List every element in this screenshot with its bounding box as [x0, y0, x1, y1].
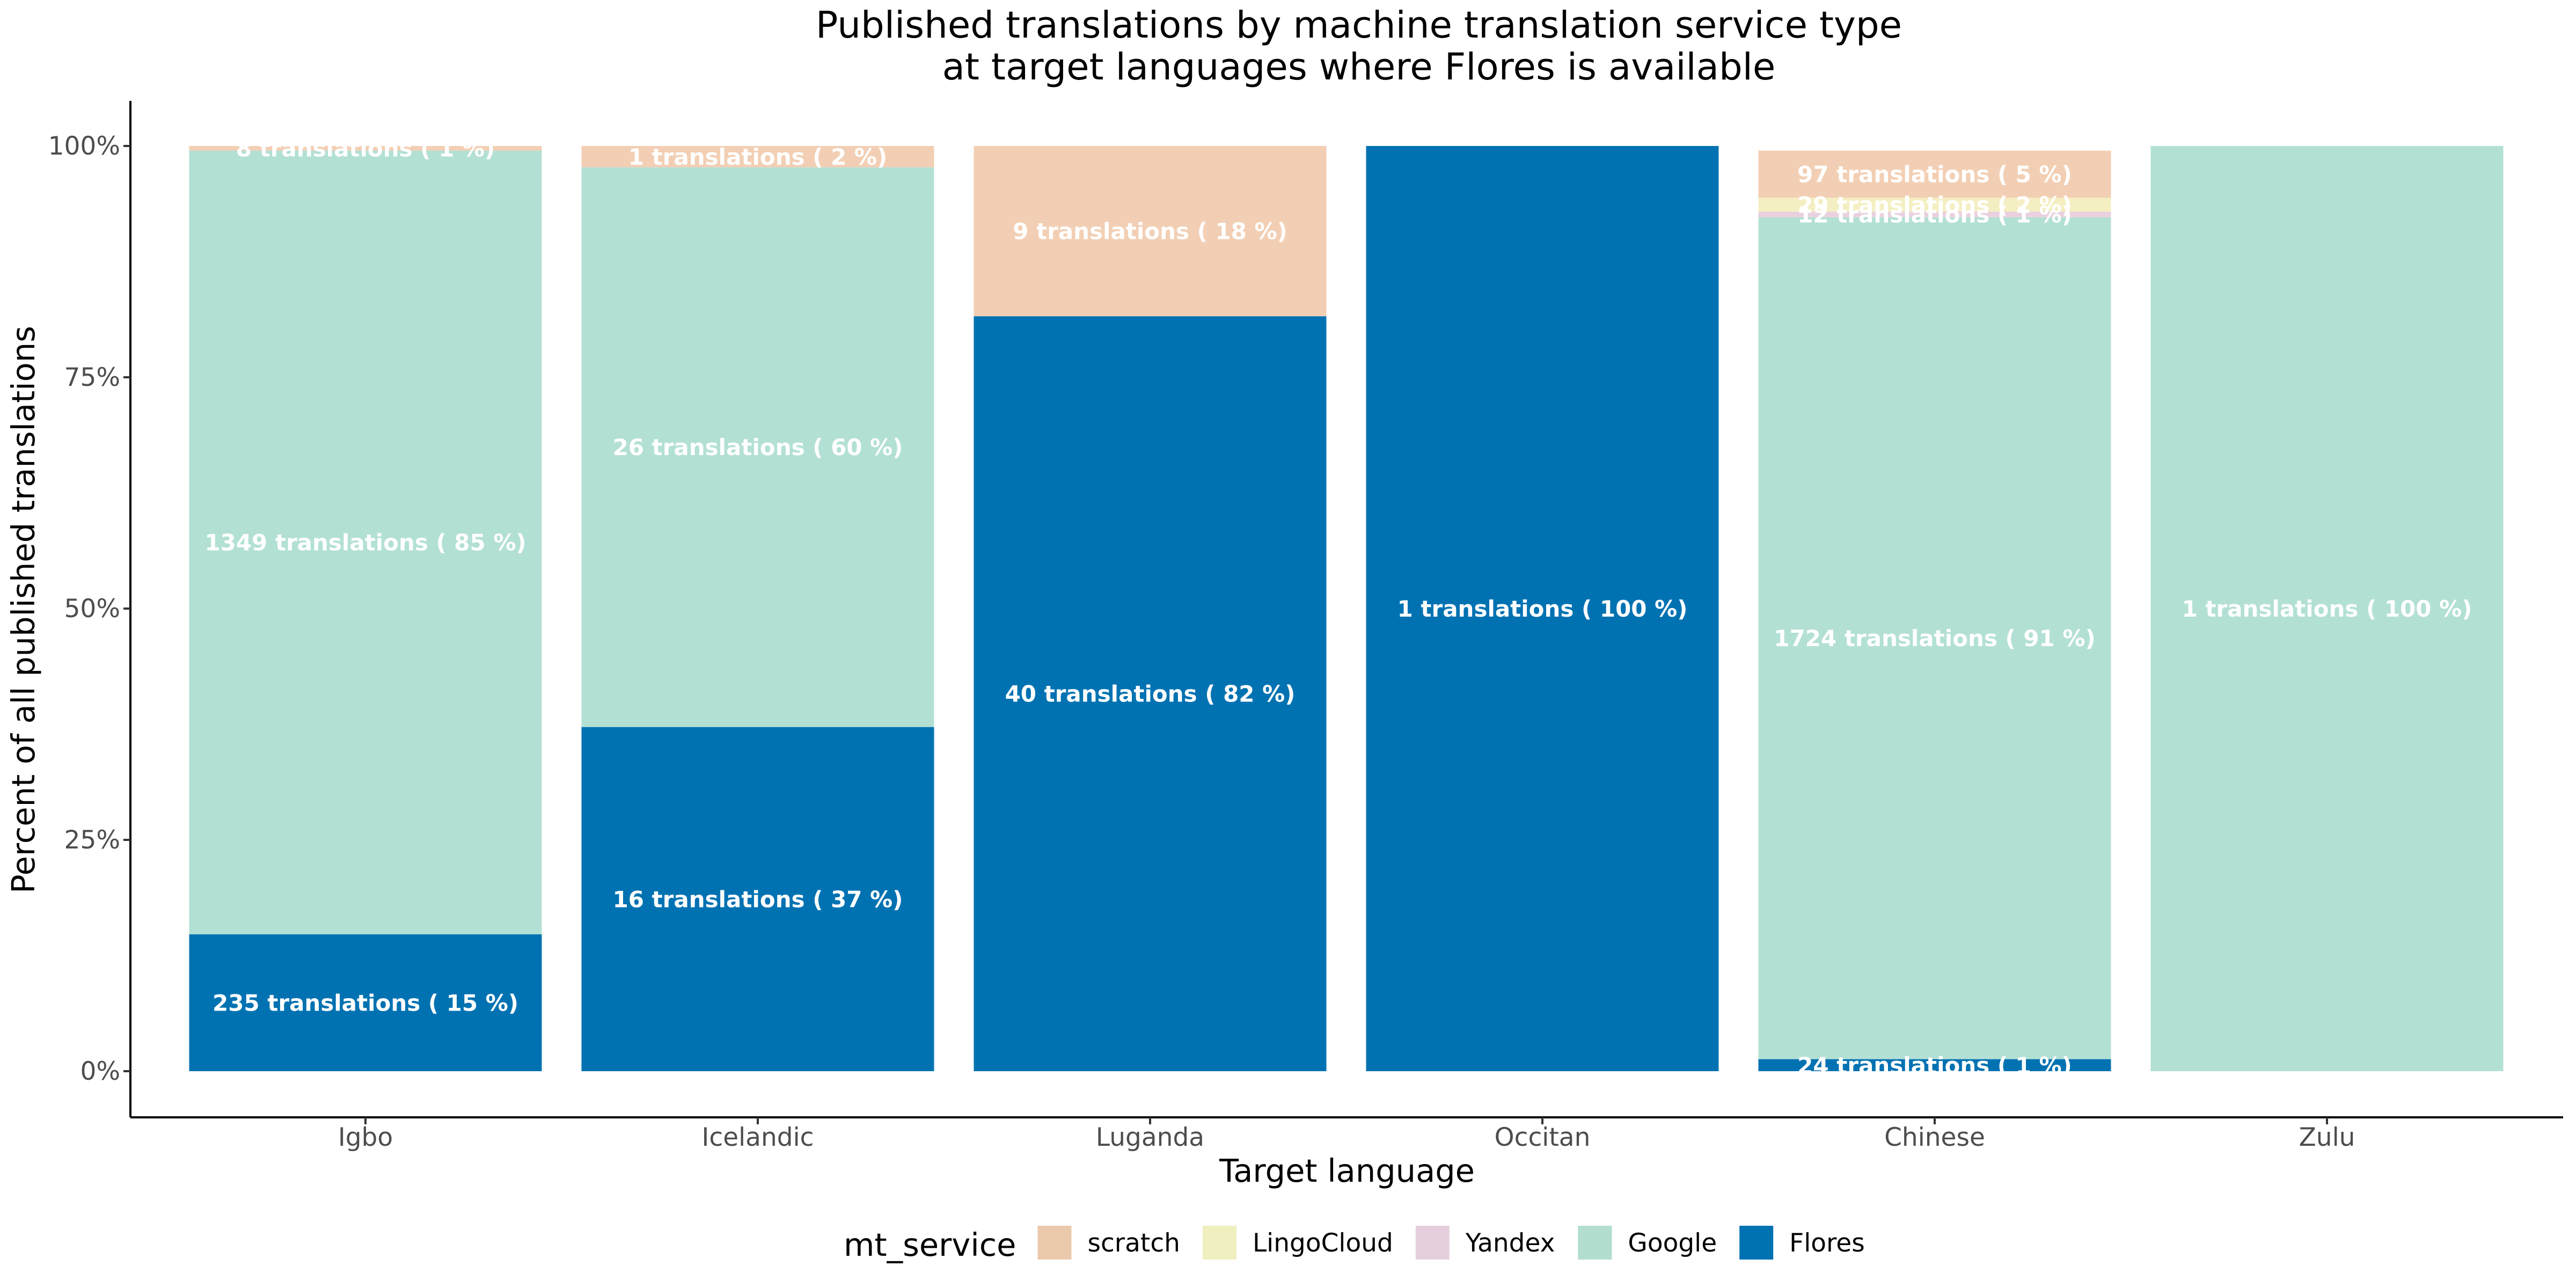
segment-labels-group: 235 translations ( 15 %) 1349 translation… — [204, 135, 2472, 1078]
label-icelandic-scratch: 1 translations ( 2 %) — [628, 144, 887, 170]
label-igbo-flores: 235 translations ( 15 %) — [213, 990, 518, 1016]
legend-key-yandex — [1415, 1226, 1450, 1260]
bar-occitan-flores — [1366, 146, 1719, 1071]
label-icelandic-flores: 16 translations ( 37 %) — [613, 886, 903, 912]
y-tick-label: 25% — [64, 825, 120, 855]
label-icelandic-google: 26 translations ( 60 %) — [613, 434, 903, 460]
label-chinese-yandex: 12 translations ( 1 %) — [1797, 202, 2072, 228]
x-tick-label-occitan: Occitan — [1495, 1123, 1591, 1152]
legend-label-yandex: Yandex — [1465, 1228, 1555, 1258]
chart-title-line-2: at target languages where Flores is avai… — [942, 46, 1776, 89]
bar-chinese-google — [1758, 217, 2111, 1059]
legend-key-flores — [1739, 1226, 1774, 1260]
y-ticks-group: 0% 25% 50% 75% 100% — [48, 131, 130, 1086]
bar-chinese-lingocloud — [1758, 197, 2111, 212]
y-tick-label: 100% — [48, 131, 120, 161]
x-tick-label-zulu: Zulu — [2299, 1123, 2355, 1152]
y-tick-label: 50% — [64, 594, 120, 624]
bar-chinese-yandex — [1758, 211, 2111, 217]
legend-key-scratch — [1037, 1226, 1072, 1260]
label-occitan-flores: 1 translations ( 100 %) — [1397, 596, 1688, 622]
legend-title: mt_service — [844, 1226, 1016, 1263]
bar-chinese-scratch — [1758, 150, 2111, 198]
y-tick-label: 75% — [64, 363, 120, 392]
label-chinese-flores: 24 translations ( 1 %) — [1797, 1052, 2072, 1079]
x-tick-label-luganda: Luganda — [1096, 1123, 1204, 1152]
x-axis-title: Target language — [1219, 1152, 1475, 1189]
legend-label-google: Google — [1628, 1228, 1717, 1258]
x-tick-label-chinese: Chinese — [1884, 1123, 1985, 1152]
label-luganda-flores: 40 translations ( 82 %) — [1005, 681, 1296, 707]
legend-key-lingocloud — [1202, 1226, 1236, 1260]
x-tick-label-igbo: Igbo — [338, 1123, 393, 1152]
legend-label-scratch: scratch — [1087, 1228, 1180, 1258]
bar-igbo-google — [189, 150, 542, 934]
legend-label-lingocloud: LingoCloud — [1253, 1228, 1393, 1258]
label-igbo-scratch: 8 translations ( 1 %) — [236, 135, 495, 162]
bar-icelandic-scratch — [581, 146, 934, 167]
label-luganda-scratch: 9 translations ( 18 %) — [1013, 218, 1287, 245]
label-chinese-lingocloud: 29 translations ( 2 %) — [1797, 192, 2072, 218]
bar-igbo-flores — [189, 934, 542, 1071]
label-chinese-google: 1724 translations ( 91 %) — [1774, 625, 2095, 652]
y-axis-title: Percent of all published translations — [5, 326, 42, 894]
x-ticks-group: Igbo Icelandic Luganda Occitan Chinese Zulu — [338, 1117, 2355, 1152]
bar-luganda-flores — [974, 316, 1327, 1071]
label-igbo-google: 1349 translations ( 85 %) — [204, 530, 526, 556]
label-chinese-scratch: 97 translations ( 5 %) — [1797, 162, 2072, 188]
bar-zulu-google — [2150, 146, 2504, 1071]
legend-label-flores: Flores — [1789, 1228, 1865, 1258]
bar-luganda-scratch — [974, 146, 1327, 317]
label-zulu-google: 1 translations ( 100 %) — [2182, 596, 2472, 622]
bar-icelandic-flores — [581, 727, 934, 1071]
legend: mt_service scratch LingoCloud Yandex Google… — [844, 1226, 1865, 1263]
y-tick-label: 0% — [80, 1057, 120, 1086]
legend-key-google — [1578, 1226, 1612, 1260]
bars-group — [189, 146, 2504, 1071]
bar-igbo-scratch — [189, 146, 542, 151]
x-tick-label-icelandic: Icelandic — [702, 1123, 814, 1152]
bar-icelandic-google — [581, 167, 934, 727]
bar-chinese-flores — [1758, 1059, 2111, 1071]
chart-title-line-1: Published translations by machine transl… — [816, 4, 1902, 47]
